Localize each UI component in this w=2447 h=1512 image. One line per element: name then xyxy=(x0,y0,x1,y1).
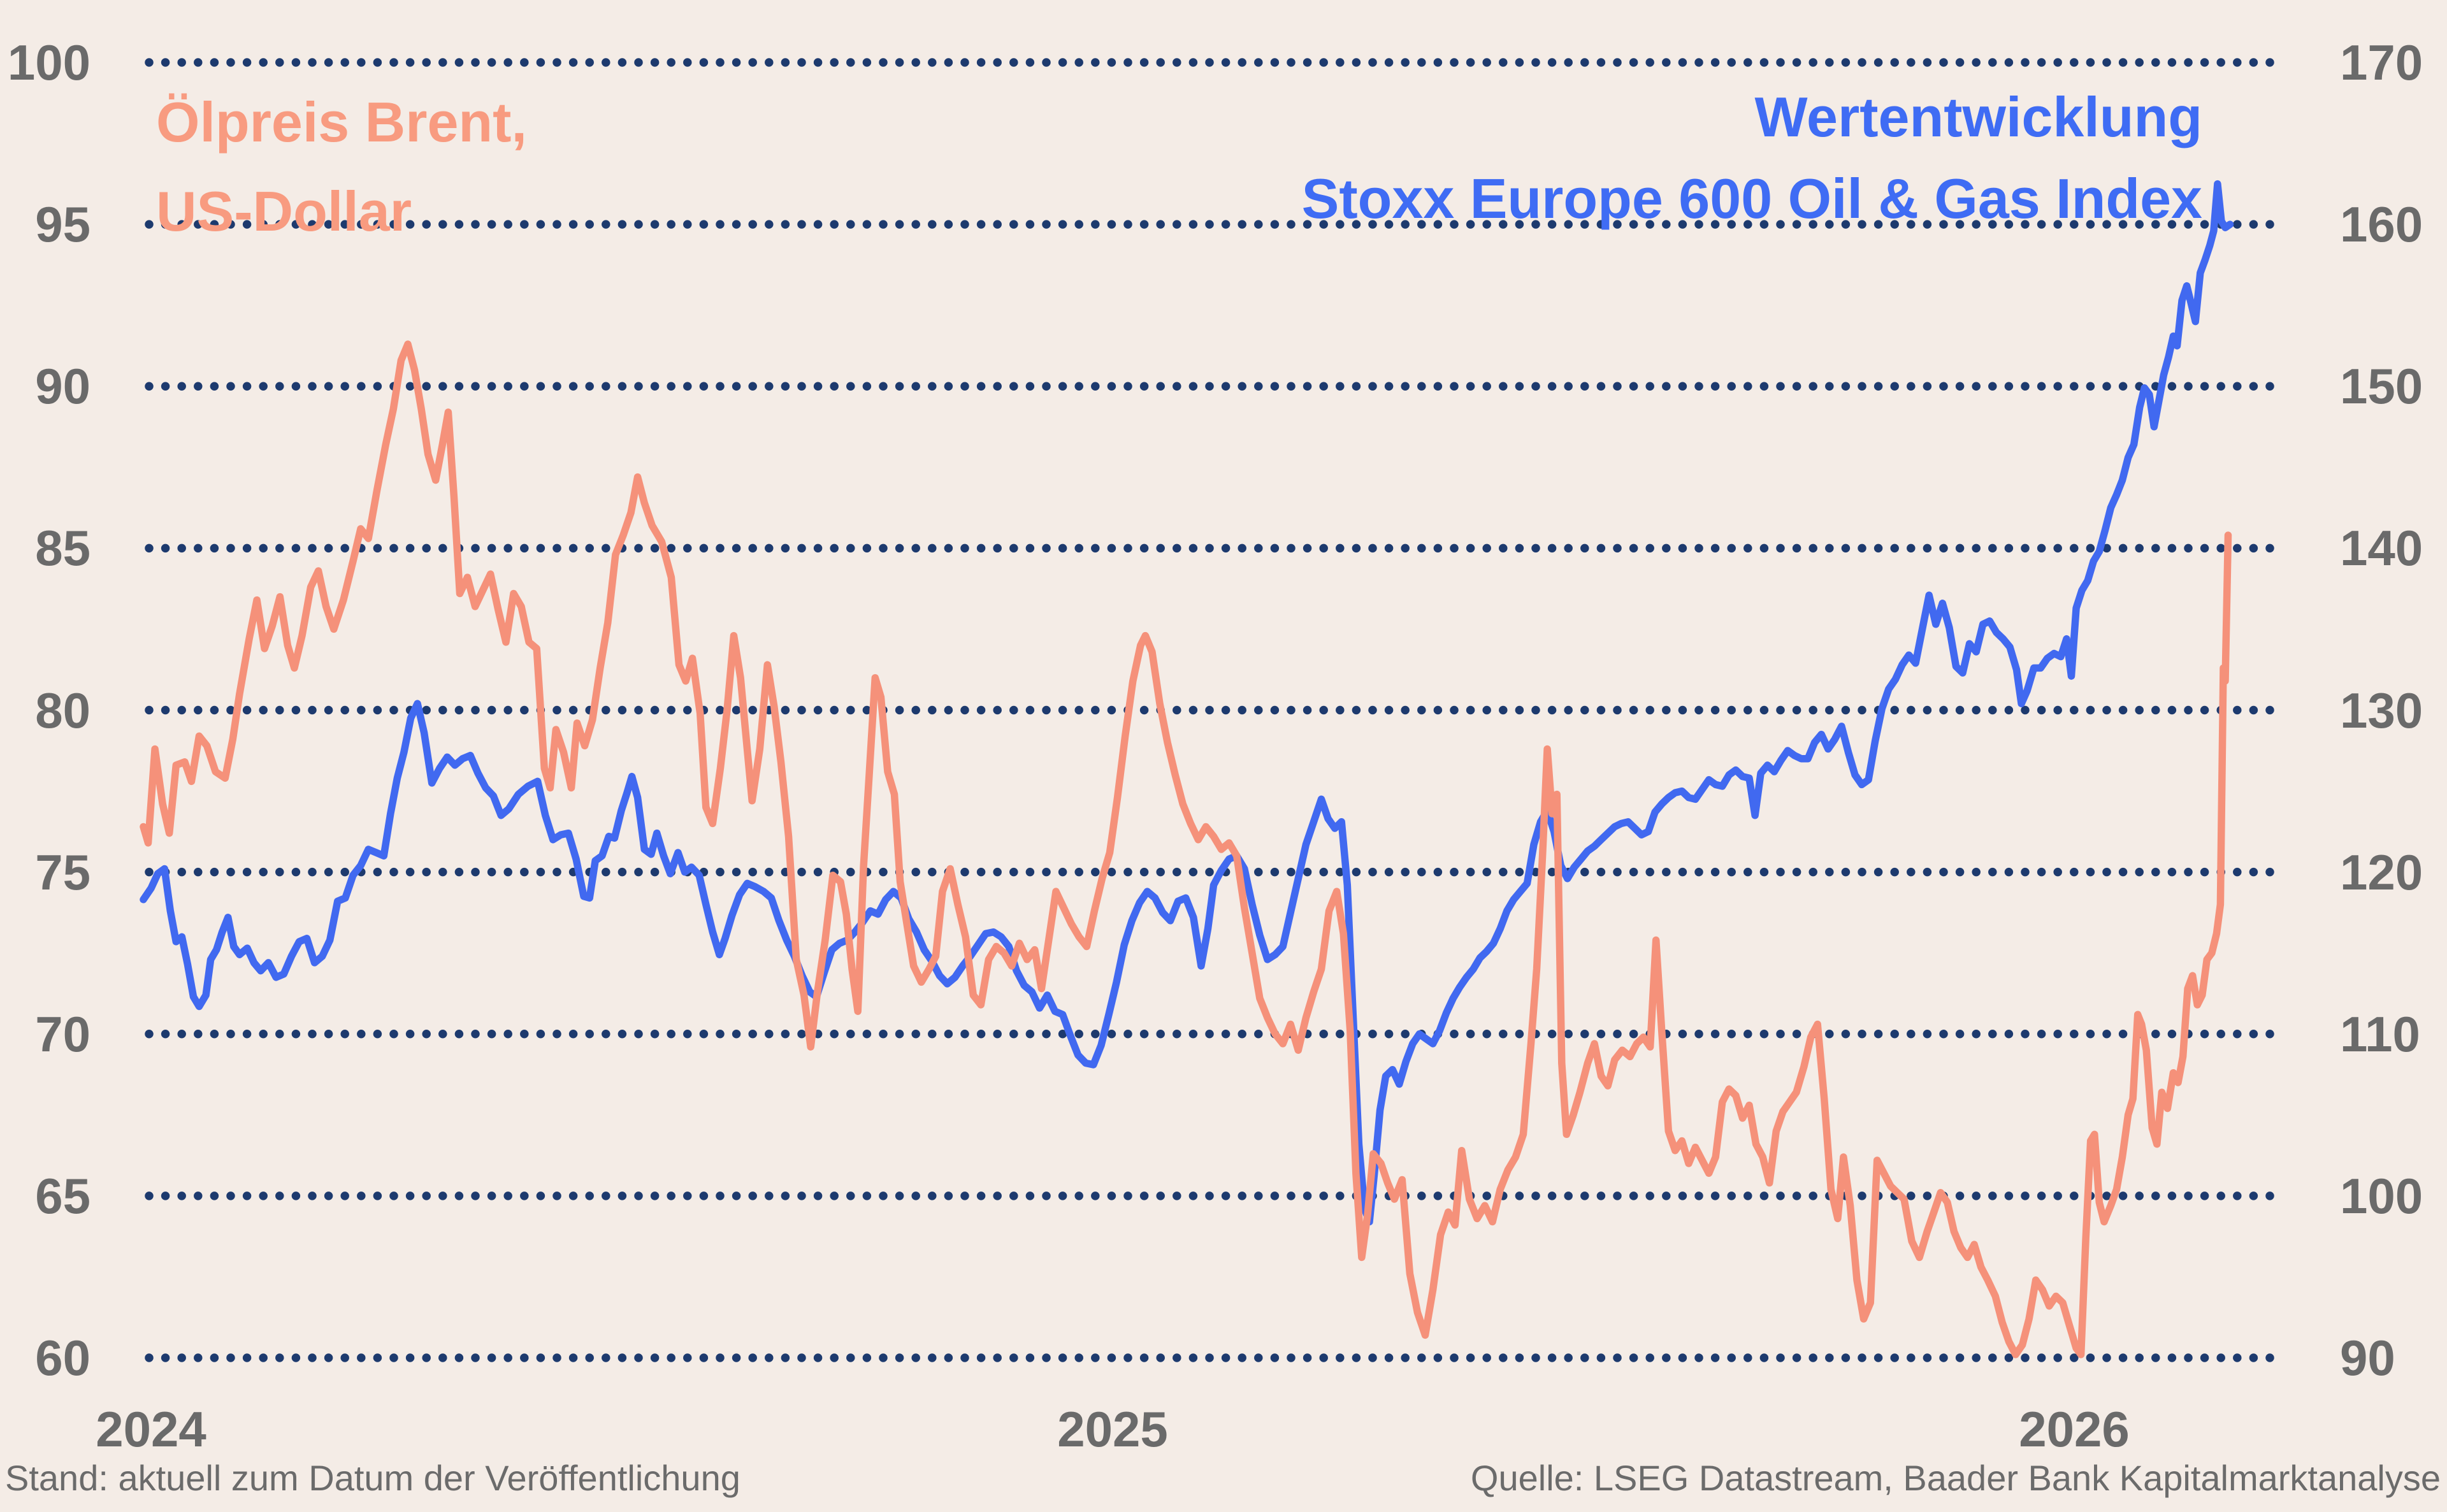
x-axis-year-2026: 2026 xyxy=(2019,1401,2130,1457)
left-axis-tick-60: 60 xyxy=(35,1330,90,1386)
right-axis-tick-160: 160 xyxy=(2340,196,2423,253)
right-axis-tick-90: 90 xyxy=(2340,1330,2395,1386)
left-axis-tick-90: 90 xyxy=(35,358,90,415)
x-axis-year-2025: 2025 xyxy=(1057,1401,1168,1457)
right-axis-tick-140: 140 xyxy=(2340,520,2423,577)
stoxx-index-line xyxy=(140,180,2234,1226)
left-axis-tick-75: 75 xyxy=(35,844,90,900)
right-axis-tick-150: 150 xyxy=(2340,358,2423,415)
left-axis-tick-85: 85 xyxy=(35,520,90,577)
right-axis-tick-100: 100 xyxy=(2340,1167,2423,1224)
legend-stoxx-line2: Stoxx Europe 600 Oil & Gas Index xyxy=(1301,167,2202,230)
left-axis-tick-65: 65 xyxy=(35,1167,90,1224)
left-axis-tick-70: 70 xyxy=(35,1005,90,1062)
right-axis-tick-170: 170 xyxy=(2340,34,2423,90)
legend-brent-line2: US-Dollar xyxy=(156,180,412,243)
right-axis-tick-110: 110 xyxy=(2340,1005,2420,1062)
left-axis-tick-80: 80 xyxy=(35,682,90,738)
left-axis-tick-100: 100 xyxy=(7,34,90,90)
footer-source-note: Quelle: LSEG Datastream, Baader Bank Kap… xyxy=(1470,1458,2441,1498)
legend-brent-line1: Ölpreis Brent, xyxy=(156,90,527,154)
right-axis-tick-120: 120 xyxy=(2340,844,2423,900)
left-axis-tick-95: 95 xyxy=(35,196,90,253)
legend-stoxx-line1: Wertentwicklung xyxy=(1754,85,2202,148)
right-axis-tick-130: 130 xyxy=(2340,682,2423,738)
footer-stand-note: Stand: aktuell zum Datum der Veröffentli… xyxy=(5,1458,740,1498)
brent-price-line xyxy=(140,340,2232,1358)
x-axis-year-2024: 2024 xyxy=(96,1401,206,1457)
